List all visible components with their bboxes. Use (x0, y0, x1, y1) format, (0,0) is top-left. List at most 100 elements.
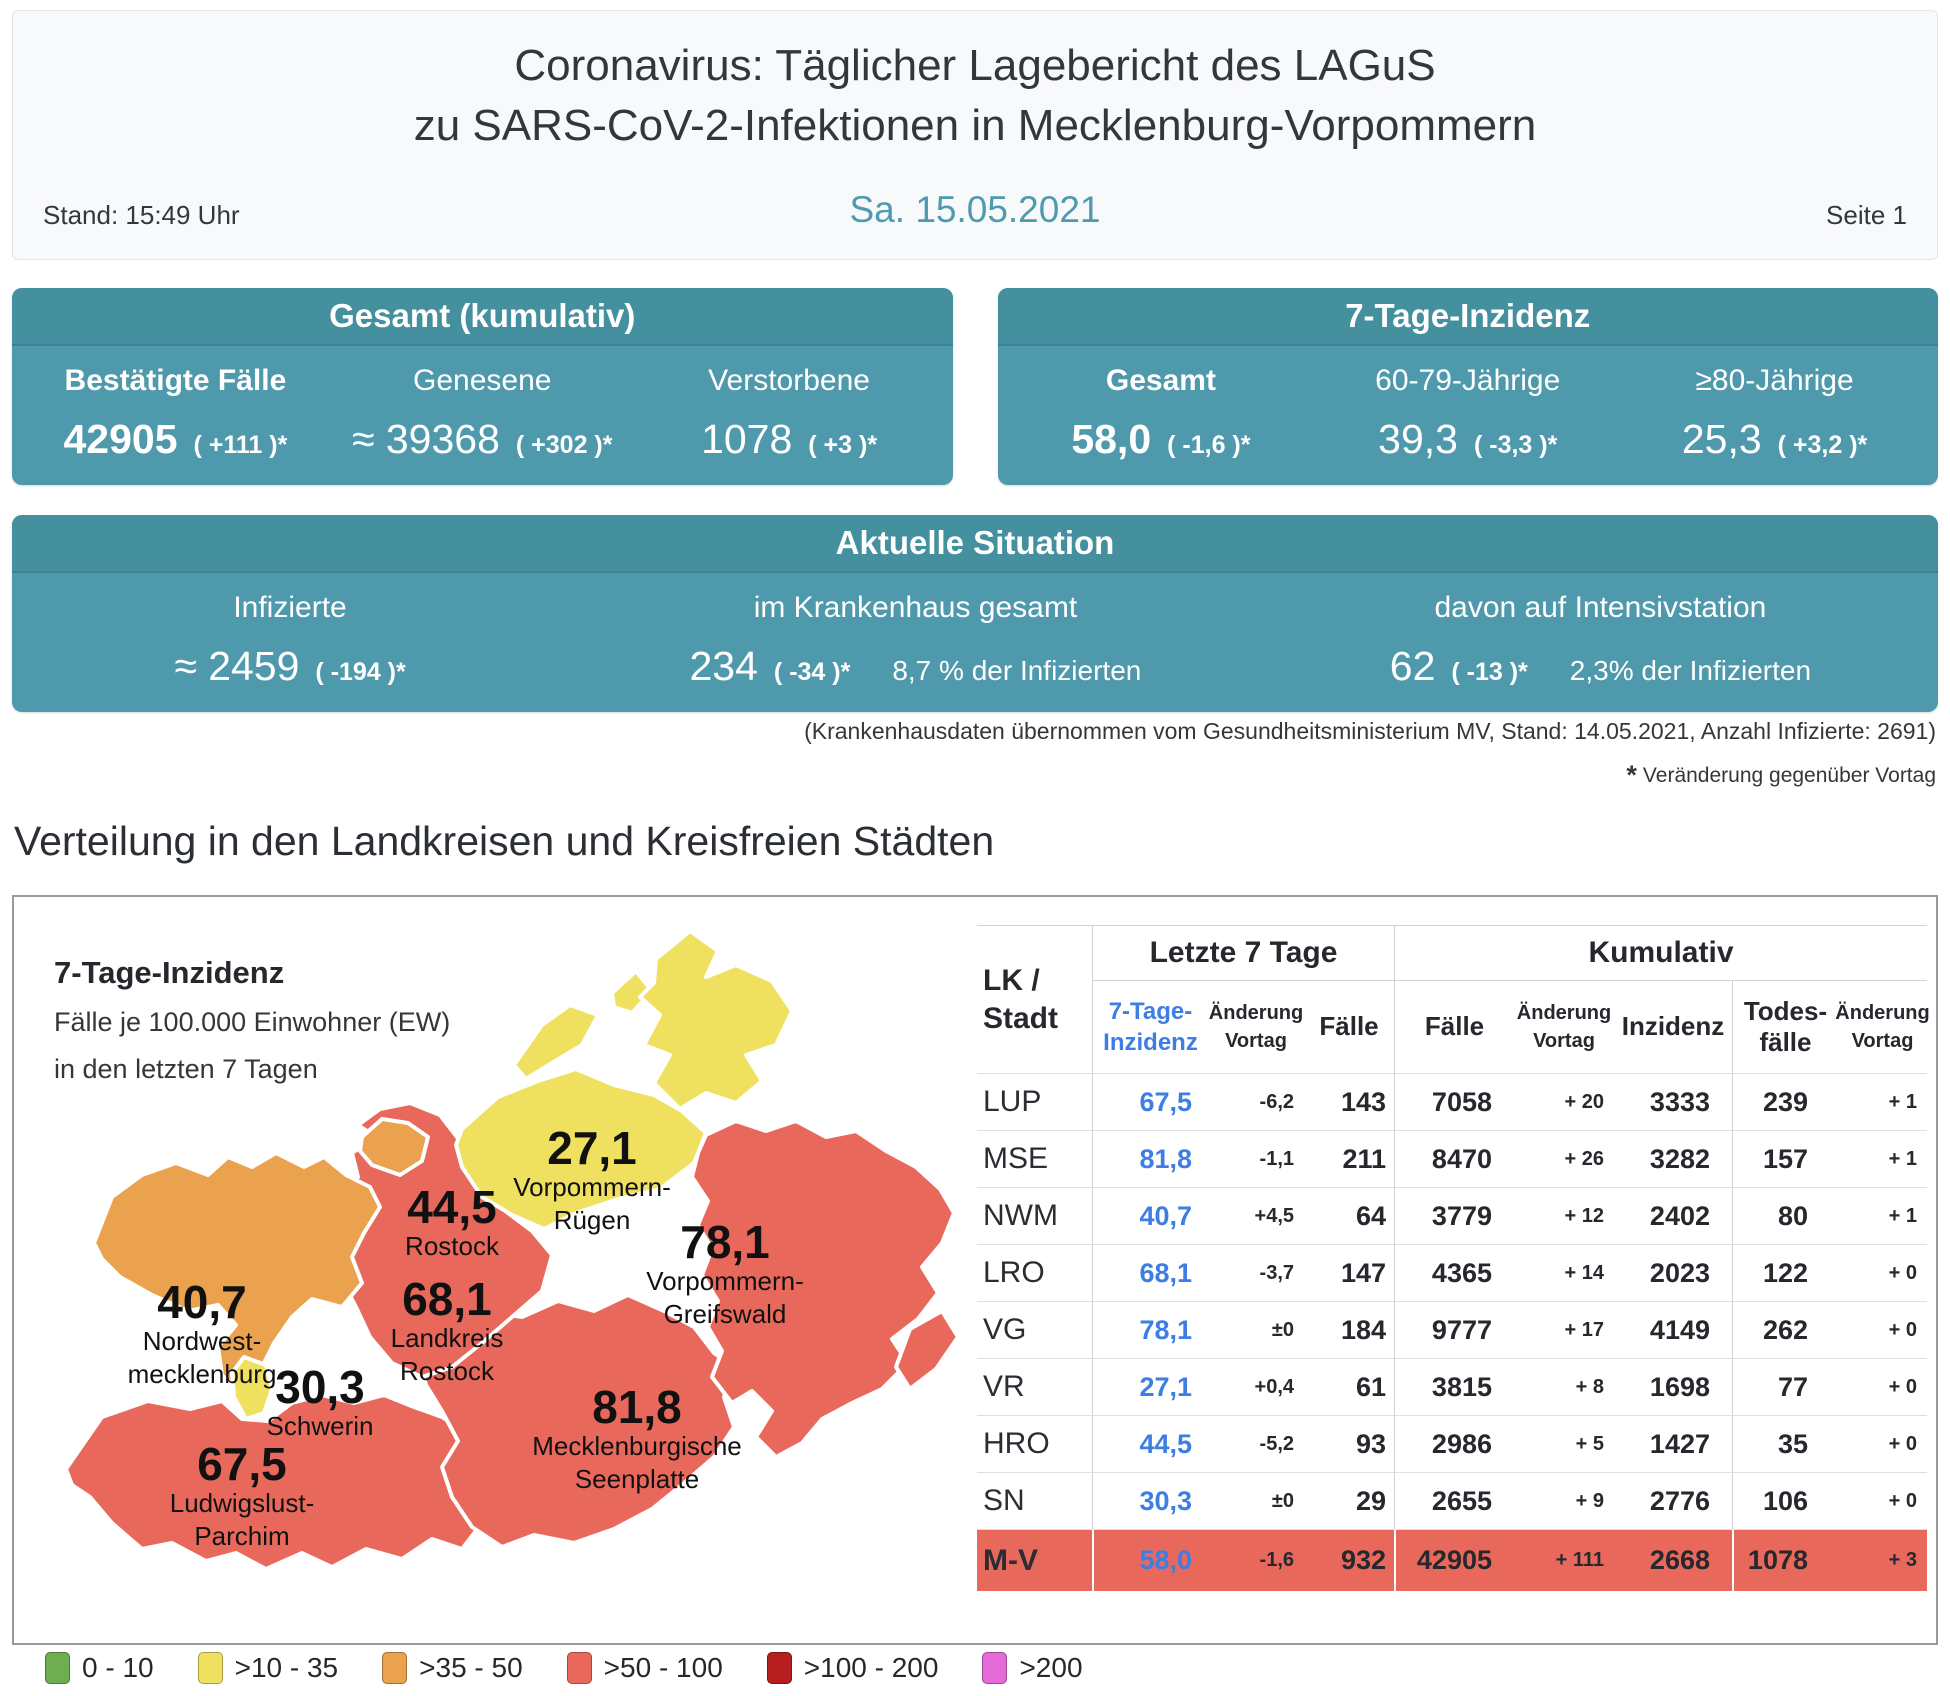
page-number: Seite 1 (1826, 200, 1907, 230)
legend-label: >10 - 35 (234, 1652, 339, 1683)
map-label-value: 44,5 (407, 1181, 497, 1233)
stat-value: 1078 (701, 416, 793, 462)
map-label-name: Vorpommern- (513, 1172, 671, 1202)
district-distribution-card: 7-Tage-Inzidenz Fälle je 100.000 Einwohn… (12, 895, 1938, 1645)
cell-change7: +4,5 (1208, 1187, 1304, 1244)
legend-swatch-yellow (197, 1652, 223, 1684)
asterisk-symbol: * (1626, 760, 1637, 790)
panel-gesamt-kumulativ: Gesamt (kumulativ) Bestätigte Fälle 4290… (12, 288, 953, 485)
table-header-todesfaelle: Todes-fälle (1732, 981, 1838, 1073)
map-info-title: 7-Tage-Inzidenz (54, 955, 285, 990)
report-header: Coronavirus: Täglicher Lagebericht des L… (12, 10, 1938, 260)
stat-label: ≥80-Jährige (1695, 364, 1854, 397)
stat-label: davon auf Intensivstation (1434, 591, 1767, 624)
map-label-name: Landkreis (390, 1323, 504, 1353)
cell-change7: -1,6 (1208, 1529, 1304, 1591)
panel-title: Aktuelle Situation (12, 515, 1938, 573)
panel-title: 7-Tage-Inzidenz (997, 288, 1938, 346)
panel-title: Gesamt (kumulativ) (12, 288, 953, 346)
cell-faelle7: 61 (1304, 1358, 1394, 1415)
region-vorpommern-ruegen-island (638, 929, 794, 1111)
table-header-faelle-kum: Fälle (1394, 981, 1514, 1073)
map-label-vorpommern-ruegen: 27,1 Vorpommern- Rügen (513, 1125, 671, 1236)
table-header-lk-stadt: LK / Stadt (977, 925, 1092, 1073)
legend-label: >200 (1019, 1652, 1083, 1683)
cell-change7: -3,7 (1208, 1244, 1304, 1301)
mv-district-map (64, 929, 960, 1571)
cell-faelle7: 143 (1304, 1073, 1394, 1130)
cell-inzidenz7: 78,1 (1092, 1301, 1208, 1358)
cell-todesfaelle: 157 (1732, 1130, 1838, 1187)
cell-faelle-kum: 2655 (1394, 1472, 1514, 1529)
stat-genesene: Genesene ≈ 39368 ( +302 )* (329, 360, 636, 463)
cell-inzidenz-kum: 2776 (1614, 1472, 1732, 1529)
stat-extra: 2,3% der Infizierten (1569, 655, 1812, 686)
region-mecklenburgische-seenplatte (416, 1293, 736, 1549)
legend-label: 0 - 10 (82, 1652, 154, 1683)
header-meta-row: Stand: 15:49 Uhr Sa. 15.05.2021 Seite 1 (13, 189, 1937, 231)
cell-change7: ±0 (1208, 1472, 1304, 1529)
cell-change7: -1,1 (1208, 1130, 1304, 1187)
cell-inzidenz-kum: 2023 (1614, 1244, 1732, 1301)
legend-item-200plus: >200 (982, 1652, 1083, 1684)
cell-change-tod: + 1 (1838, 1187, 1927, 1244)
map-label-value: 67,5 (197, 1438, 287, 1490)
map-label-name: Mecklenburgische (532, 1431, 742, 1461)
cell-inzidenz7: 68,1 (1092, 1244, 1208, 1301)
cell-code: SN (977, 1472, 1092, 1529)
stat-value: 39,3 (1378, 416, 1458, 462)
cell-faelle-kum: 3779 (1394, 1187, 1514, 1244)
cell-faelle-kum: 2986 (1394, 1415, 1514, 1472)
stat-label: Verstorbene (708, 364, 870, 397)
cell-faelle7: 93 (1304, 1415, 1394, 1472)
cell-change-kum: + 17 (1514, 1301, 1614, 1358)
map-label-name: Vorpommern- (646, 1266, 804, 1296)
stat-label: Genesene (413, 364, 552, 397)
cell-change7: -6,2 (1208, 1073, 1304, 1130)
stat-label: Gesamt (1105, 364, 1216, 397)
region-vorpommern-ruegen-darss (512, 1003, 600, 1081)
stat-inzidenz-80plus: ≥80-Jährige 25,3 ( +3,2 )* (1621, 360, 1928, 463)
report-date: Sa. 15.05.2021 (849, 189, 1101, 230)
cell-change7: -5,2 (1208, 1415, 1304, 1472)
table-header-faelle-7t: Fälle (1319, 1011, 1379, 1042)
cell-inzidenz7: 40,7 (1092, 1187, 1208, 1244)
cell-faelle-kum: 3815 (1394, 1358, 1514, 1415)
cell-code: NWM (977, 1187, 1092, 1244)
cell-faelle-kum: 42905 (1394, 1529, 1514, 1591)
cell-todesfaelle: 239 (1732, 1073, 1838, 1130)
cell-inzidenz7: 30,3 (1092, 1472, 1208, 1529)
legend-item-100-200: >100 - 200 (766, 1652, 938, 1684)
stat-value: 25,3 (1681, 416, 1762, 462)
map-label-nordwestmecklenburg: 40,7 Nordwest- mecklenburg (128, 1279, 277, 1390)
map-label-value: 27,1 (547, 1122, 637, 1174)
stat-verstorbene: Verstorbene 1078 ( +3 )* (636, 360, 943, 463)
cell-change-kum: + 26 (1514, 1130, 1614, 1187)
stat-bestaetigte-faelle: Bestätigte Fälle 42905 ( +111 )* (22, 360, 329, 463)
cell-code: LUP (977, 1073, 1092, 1130)
stat-infizierte: Infizierte ≈ 2459 ( -194 )* (22, 587, 558, 690)
map-label-vorpommern-greifswald: 78,1 Vorpommern- Greifswald (646, 1219, 804, 1330)
cell-faelle-kum: 9777 (1394, 1301, 1514, 1358)
stand-time: Stand: 15:49 Uhr (43, 200, 240, 230)
map-label-name: Nordwest- (142, 1326, 262, 1356)
table-header-aenderung-vortag: Änderung Vortag (1516, 1002, 1612, 1052)
footnote-asterisk: * Veränderung gegenüber Vortag (1626, 760, 1936, 791)
cell-inzidenz-kum: 1698 (1614, 1358, 1732, 1415)
stat-value: 42905 (63, 416, 178, 462)
table-header-inzidenz-kum: Inzidenz (1621, 1011, 1725, 1042)
cell-todesfaelle: 106 (1732, 1472, 1838, 1529)
map-label-name: Rostock (400, 1355, 494, 1386)
map-label-value: 40,7 (157, 1276, 247, 1328)
map-label-name: Seenplatte (574, 1463, 700, 1494)
cell-faelle-kum: 8470 (1394, 1130, 1514, 1187)
stat-change: ( -13 )* (1451, 658, 1528, 686)
cell-inzidenz-kum: 3333 (1614, 1073, 1732, 1130)
cell-change-kum: + 8 (1514, 1358, 1614, 1415)
legend-item-50-100: >50 - 100 (566, 1652, 723, 1684)
cell-inzidenz-kum: 4149 (1614, 1301, 1732, 1358)
cell-change-tod: + 0 (1838, 1244, 1927, 1301)
stat-value: 62 (1389, 643, 1436, 689)
map-info-subtitle-1: Fälle je 100.000 Einwohner (EW) (54, 1007, 451, 1037)
cell-inzidenz7: 58,0 (1092, 1529, 1208, 1591)
